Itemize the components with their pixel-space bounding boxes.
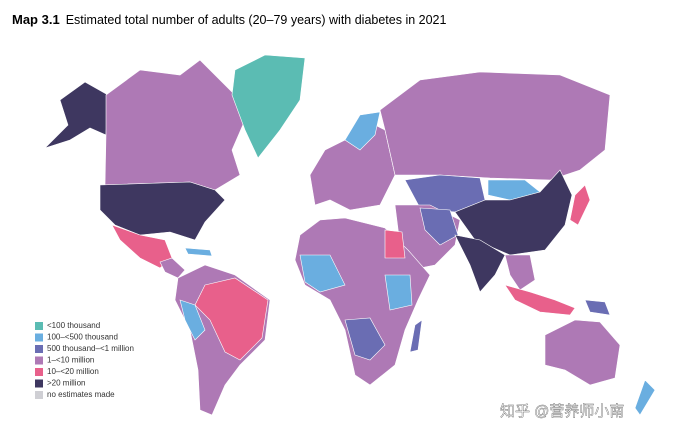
china — [454, 169, 573, 256]
world-map — [44, 54, 656, 416]
southern-africa — [344, 317, 386, 361]
legend-label: 500 thousand–<1 million — [47, 344, 134, 353]
legend-swatch — [35, 345, 43, 353]
egypt — [384, 229, 406, 259]
caribbean — [184, 247, 213, 257]
madagascar — [409, 319, 423, 353]
legend-label: >20 million — [47, 379, 85, 388]
legend-label: 10–<20 million — [47, 367, 99, 376]
west-africa — [299, 254, 346, 293]
iran — [419, 207, 459, 246]
usa — [99, 181, 226, 241]
alaska — [44, 81, 109, 149]
central-america — [159, 257, 186, 279]
se-asia — [504, 254, 536, 291]
legend: <100 thousand 100–<500 thousand 500 thousa… — [35, 321, 134, 399]
title-text: Estimated total number of adults (20–79 … — [66, 13, 447, 27]
russia — [379, 71, 611, 181]
legend-swatch — [35, 368, 43, 376]
greenland — [231, 54, 306, 159]
legend-swatch — [35, 391, 43, 399]
papua — [584, 299, 611, 316]
brazil — [194, 277, 269, 361]
australia — [544, 319, 621, 386]
legend-label: no estimates made — [47, 390, 115, 399]
japan — [569, 184, 591, 226]
legend-swatch — [35, 322, 43, 330]
indonesia — [504, 284, 576, 316]
canada — [104, 59, 246, 191]
title-label: Map 3.1 — [12, 12, 60, 27]
india — [454, 234, 506, 293]
new-zealand — [634, 379, 656, 416]
legend-swatch — [35, 356, 43, 365]
legend-label: 100–<500 thousand — [47, 333, 118, 342]
scandinavia — [344, 111, 381, 151]
legend-label: <100 thousand — [47, 321, 100, 330]
legend-label: 1–<10 million — [47, 356, 94, 365]
watermark: 知乎 @营养师小南 — [500, 403, 624, 420]
peru — [179, 299, 206, 341]
title: Map 3.1 Estimated total number of adults … — [12, 12, 447, 27]
legend-swatch — [35, 333, 43, 342]
legend-swatch — [35, 379, 43, 388]
east-africa — [384, 274, 413, 311]
